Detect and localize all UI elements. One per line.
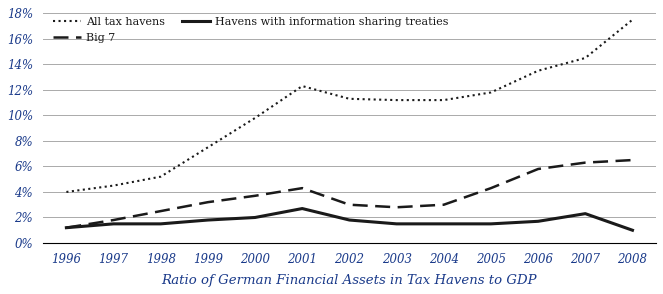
Line: All tax havens: All tax havens [66, 20, 633, 192]
Havens with information sharing treaties [109, 222, 117, 225]
Line: Havens with information sharing treaties: Havens with information sharing treaties [66, 208, 633, 230]
All tax havens [62, 190, 70, 194]
Havens with information sharing treaties [251, 216, 259, 219]
All tax havens [204, 146, 212, 149]
Havens with information sharing treaties [487, 222, 495, 225]
Big 7 [204, 201, 212, 204]
Big 7 [487, 186, 495, 190]
Havens with information sharing treaties [156, 222, 164, 225]
Havens with information sharing treaties [62, 226, 70, 229]
All tax havens [629, 18, 636, 21]
Big 7 [392, 206, 400, 209]
All tax havens [392, 98, 400, 102]
All tax havens [345, 97, 353, 101]
Legend: All tax havens, Big 7, Havens with information sharing treaties: All tax havens, Big 7, Havens with infor… [48, 13, 453, 47]
X-axis label: Ratio of German Financial Assets in Tax Havens to GDP: Ratio of German Financial Assets in Tax … [162, 274, 537, 287]
All tax havens [251, 116, 259, 120]
All tax havens [581, 56, 589, 60]
Havens with information sharing treaties [392, 222, 400, 225]
Big 7 [629, 158, 636, 162]
All tax havens [534, 69, 542, 73]
Big 7 [109, 218, 117, 222]
All tax havens [109, 184, 117, 187]
Big 7 [345, 203, 353, 206]
All tax havens [156, 175, 164, 178]
Big 7 [298, 186, 306, 190]
Big 7 [62, 226, 70, 229]
Big 7 [581, 161, 589, 164]
Havens with information sharing treaties [581, 212, 589, 216]
All tax havens [298, 84, 306, 88]
Havens with information sharing treaties [298, 207, 306, 210]
Havens with information sharing treaties [629, 228, 636, 232]
All tax havens [487, 91, 495, 94]
Big 7 [440, 203, 448, 206]
All tax havens [440, 98, 448, 102]
Line: Big 7: Big 7 [66, 160, 633, 228]
Havens with information sharing treaties [204, 218, 212, 222]
Havens with information sharing treaties [345, 218, 353, 222]
Big 7 [534, 167, 542, 171]
Havens with information sharing treaties [440, 222, 448, 225]
Big 7 [251, 194, 259, 198]
Havens with information sharing treaties [534, 220, 542, 223]
Big 7 [156, 209, 164, 213]
